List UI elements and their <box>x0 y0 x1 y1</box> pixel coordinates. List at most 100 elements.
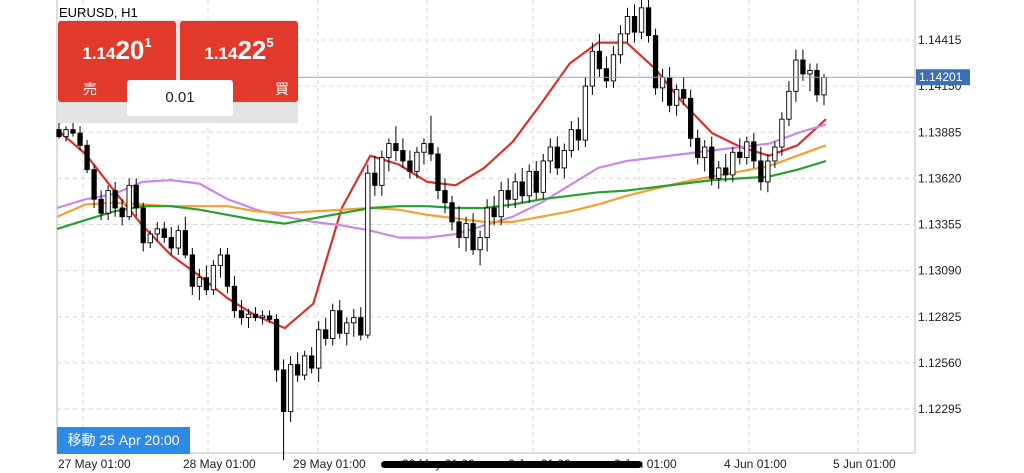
candle <box>63 126 69 142</box>
candle-body <box>217 254 224 266</box>
buy-price: 1.14225 <box>180 36 298 63</box>
candle <box>540 154 546 200</box>
candle-body <box>449 202 455 223</box>
candle <box>273 314 280 383</box>
candle <box>765 154 771 193</box>
candle-body <box>189 254 195 287</box>
candle-body <box>645 7 652 37</box>
candle-body <box>259 315 266 319</box>
candle <box>821 73 827 106</box>
candle <box>337 300 343 339</box>
sell-price-big: 20 <box>115 35 145 65</box>
candle-body <box>737 151 743 158</box>
candle <box>463 216 469 252</box>
candle-body <box>582 85 589 141</box>
candle <box>652 28 659 95</box>
candle <box>358 307 364 341</box>
price-tick-label: 1.12560 <box>918 356 962 370</box>
candle <box>716 160 722 189</box>
candle <box>196 268 203 301</box>
candle <box>245 308 252 329</box>
candle <box>316 321 322 383</box>
candle <box>814 63 820 102</box>
candle-body <box>723 167 729 176</box>
candle-body <box>154 228 160 235</box>
candle <box>154 221 160 242</box>
candle-body <box>372 172 378 186</box>
candle <box>140 202 146 252</box>
candle-body <box>119 207 125 218</box>
price-tick-label: 1.12295 <box>918 402 962 416</box>
sell-price: 1.14201 <box>58 36 176 63</box>
candle-body <box>316 329 322 369</box>
candle <box>84 140 90 174</box>
price-tick-label: 1.12825 <box>918 310 962 324</box>
sell-label: 売 <box>83 81 97 97</box>
candle-body <box>273 318 280 371</box>
candle-body <box>821 76 827 96</box>
candle <box>351 308 357 337</box>
candle <box>477 230 483 266</box>
volume-input[interactable]: 0.01 <box>127 80 233 116</box>
candle-body <box>456 221 462 239</box>
candle <box>547 138 553 174</box>
one-click-trade-panel: 1.14201 売 1.14225 買 0.01 <box>57 20 298 123</box>
candle <box>259 310 266 325</box>
sell-button[interactable]: 1.14201 売 <box>58 21 176 102</box>
candle <box>512 173 518 208</box>
candle <box>56 122 62 139</box>
candle-body <box>659 76 666 89</box>
candle <box>596 33 603 78</box>
candle-body <box>702 146 708 158</box>
candle-body <box>400 150 406 162</box>
time-tick-label: 28 May 01:00 <box>183 457 256 471</box>
moving-average-4 <box>56 159 827 230</box>
candle <box>505 178 511 208</box>
candle-body <box>245 313 252 319</box>
candle-body <box>98 198 104 214</box>
candle-body <box>673 89 680 106</box>
candle-body <box>688 97 694 139</box>
candle-body <box>56 129 62 138</box>
candle-body <box>695 137 701 158</box>
candle-body <box>252 313 259 319</box>
candle <box>730 147 736 182</box>
candle-body <box>638 7 645 33</box>
candles <box>56 0 827 461</box>
candle-body <box>575 129 582 141</box>
candle <box>666 66 673 113</box>
candle <box>737 138 743 165</box>
jump-to-date-tag[interactable]: 移動 25 Apr 20:00 <box>57 427 190 454</box>
candle <box>393 126 399 161</box>
candle <box>301 350 308 381</box>
candle <box>105 185 111 221</box>
price-axis: 1.12295 1.12560 1.12825 1.13090 1.13355 1.136… <box>918 33 962 416</box>
candle <box>702 140 708 172</box>
candle-body <box>765 160 771 183</box>
candle <box>147 230 153 248</box>
candle <box>386 138 392 172</box>
candle <box>498 181 504 226</box>
home-indicator[interactable] <box>381 461 642 468</box>
moving-average-3 <box>56 144 827 223</box>
candle-body <box>161 228 167 239</box>
candle <box>414 147 420 179</box>
candle <box>91 164 97 208</box>
candle-body <box>287 364 294 413</box>
candle <box>526 164 532 203</box>
candle-body <box>442 190 448 204</box>
candle-body <box>323 329 329 339</box>
candle-body <box>716 167 722 179</box>
candle-body <box>112 190 118 209</box>
candle <box>519 167 525 203</box>
chart-title: EURUSD, H1 <box>59 5 138 20</box>
candle-body <box>568 129 574 151</box>
candle <box>709 136 715 186</box>
candle <box>638 0 645 40</box>
time-tick-label: 5 Jun 01:00 <box>833 457 896 471</box>
candle <box>561 143 567 179</box>
candle-body <box>386 143 392 158</box>
candle <box>217 247 224 278</box>
candle-body <box>540 160 546 193</box>
